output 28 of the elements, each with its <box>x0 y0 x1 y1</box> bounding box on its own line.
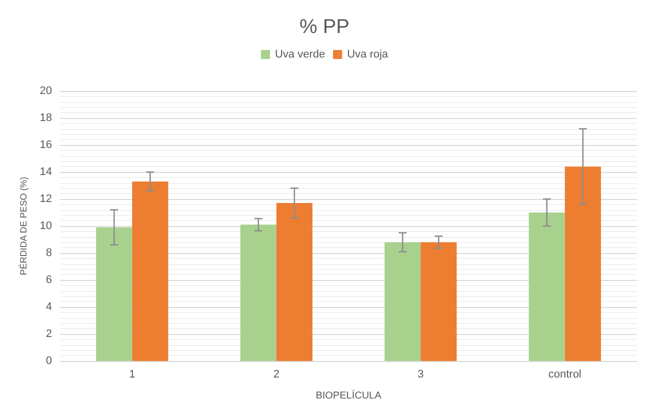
chart-title: % PP <box>299 16 350 38</box>
y-tick-label: 16 <box>40 139 52 151</box>
y-tick-label: 0 <box>46 355 52 367</box>
bar <box>384 242 421 361</box>
bar <box>132 181 168 361</box>
y-tick-label: 2 <box>46 328 52 340</box>
bar <box>528 212 565 361</box>
x-axis-title: BIOPELÍCULA <box>316 390 382 402</box>
legend-label: Uva verde <box>274 48 326 60</box>
x-tick-label: 2 <box>273 368 280 380</box>
y-tick-label: 8 <box>46 247 52 259</box>
x-tick-label: 1 <box>129 368 136 380</box>
y-tick-label: 4 <box>46 301 52 313</box>
y-tick-label: 6 <box>46 274 52 286</box>
y-tick-label: 12 <box>40 193 52 205</box>
bar <box>96 227 132 361</box>
y-axis-title: PÉRDIDA DE PESO (%) <box>18 176 28 276</box>
legend-label: Uva roja <box>347 48 389 60</box>
bar <box>420 242 457 361</box>
x-tick-label: 3 <box>418 368 424 380</box>
bar <box>564 166 601 361</box>
bar <box>276 203 312 361</box>
x-tick-label: control <box>548 368 582 380</box>
y-tick-label: 14 <box>40 166 52 178</box>
y-tick-label: 10 <box>40 220 52 232</box>
bar <box>240 224 276 361</box>
y-tick-label: 18 <box>40 112 52 124</box>
y-tick-label: 20 <box>40 85 52 97</box>
